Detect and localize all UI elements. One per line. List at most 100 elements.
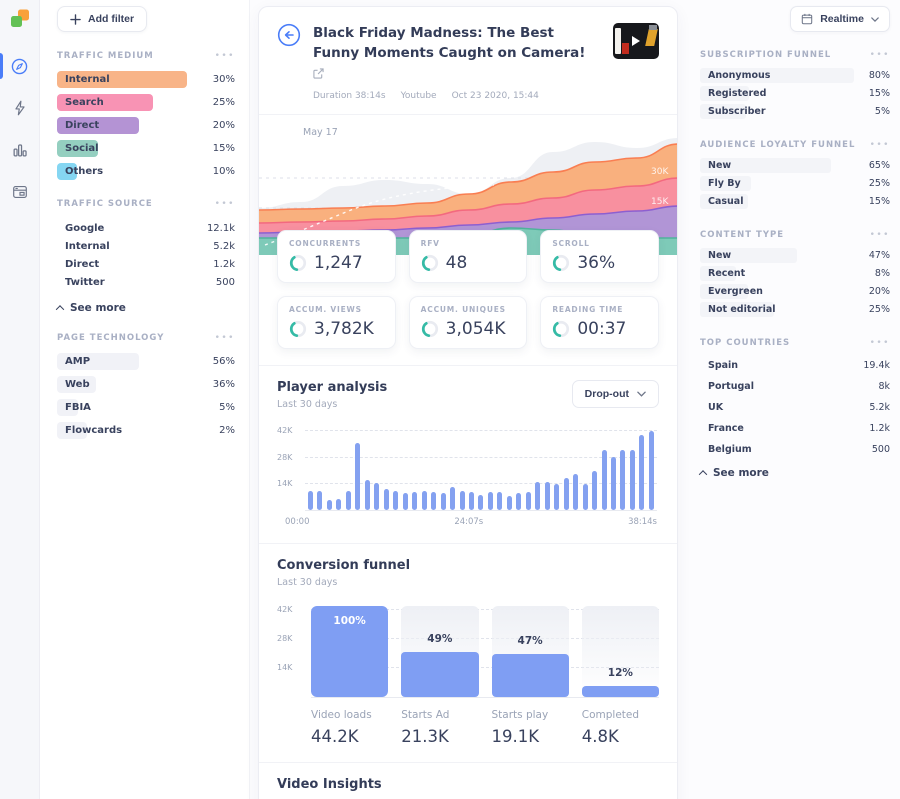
content-type-row[interactable]: Evergreen 20% <box>700 284 890 299</box>
player-bar <box>554 483 560 510</box>
kpi-card: READING TIME 00:37 <box>540 295 659 349</box>
page-technology-row[interactable]: Web 36% <box>57 376 235 393</box>
area-stroke-internal <box>259 143 677 211</box>
video-thumbnail[interactable] <box>613 23 659 59</box>
funnel-legend: Video loads 44.2K Starts Ad 21.3K Starts pla… <box>311 709 659 746</box>
kpi-value: 00:37 <box>577 318 627 339</box>
realtime-selector[interactable]: Realtime <box>790 6 890 32</box>
nav-analytics-barchart-icon[interactable] <box>0 135 40 165</box>
traffic-medium-row[interactable]: Direct 20% <box>57 117 235 134</box>
funnel-bar <box>491 653 569 697</box>
top-country-row[interactable]: Spain 19.4k <box>700 356 890 374</box>
traffic-medium-row[interactable]: Internal 30% <box>57 71 235 88</box>
item-label: Registered <box>708 88 767 99</box>
item-value: 5.2k <box>869 401 890 413</box>
audience-loyalty-row[interactable]: Fly By 25% <box>700 176 890 191</box>
item-label: Direct <box>65 258 100 270</box>
section-menu-icon[interactable]: ••• <box>869 337 890 348</box>
page-technology-row[interactable]: Flowcards 2% <box>57 422 235 439</box>
traffic-source-row[interactable]: Google 12.1k <box>57 219 235 237</box>
page-technology-section: PAGE TECHNOLOGY ••• AMP 56% Web 36% FBIA 5% Fl… <box>57 333 235 439</box>
traffic-source-row[interactable]: Twitter 500 <box>57 273 235 291</box>
item-value: 36% <box>212 379 235 390</box>
back-button[interactable] <box>277 23 301 50</box>
item-bar <box>57 71 187 88</box>
traffic-medium-row[interactable]: Others 10% <box>57 163 235 180</box>
player-bar <box>431 492 437 510</box>
content-type-section: CONTENT TYPE ••• New 47% Recent 8% Evergreen… <box>700 230 890 320</box>
item-label: Social <box>65 143 99 154</box>
nav-adunit-browser-icon[interactable] <box>0 177 40 207</box>
article-title-link[interactable]: Black Friday Madness: The Best Funny Mom… <box>313 23 601 84</box>
content-type-row[interactable]: Not editorial 25% <box>700 302 890 317</box>
player-bar <box>308 491 313 510</box>
top-country-row[interactable]: France 1.2k <box>700 419 890 437</box>
top-country-row[interactable]: Belgium 500 <box>700 440 890 458</box>
subscription-funnel-row[interactable]: Anonymous 80% <box>700 68 890 83</box>
kpi-cards: CONCURRENTS 1,247 RFV 48 SCROLL 36% ACCUM. VIE… <box>259 229 677 349</box>
audience-loyalty-row[interactable]: Casual 15% <box>700 194 890 209</box>
player-bar <box>345 491 351 510</box>
icon-rail <box>0 0 40 799</box>
nav-overview-compass-icon[interactable] <box>0 51 40 81</box>
section-menu-icon[interactable]: ••• <box>869 49 890 60</box>
item-label: Spain <box>708 359 739 371</box>
player-bar <box>611 457 616 510</box>
content-type-row[interactable]: Recent 8% <box>700 266 890 281</box>
kpi-value: 36% <box>577 252 616 273</box>
player-analysis-section: Player analysis Last 30 days Drop-out 42… <box>259 364 677 543</box>
section-menu-icon[interactable]: ••• <box>214 50 235 61</box>
item-label: France <box>708 422 744 434</box>
subscription-funnel-row[interactable]: Registered 15% <box>700 86 890 101</box>
section-title: AUDIENCE LOYALTY FUNNEL <box>700 140 856 150</box>
player-bar <box>374 482 380 510</box>
nav-events-lightning-icon[interactable] <box>0 93 40 123</box>
traffic-source-row[interactable]: Internal 5.2k <box>57 237 235 255</box>
see-more-link[interactable]: See more <box>698 467 890 479</box>
chevron-down-icon <box>637 391 646 397</box>
player-bar <box>326 500 332 510</box>
top-country-row[interactable]: UK 5.2k <box>700 398 890 416</box>
subscription-funnel-row[interactable]: Subscriber 5% <box>700 104 890 119</box>
funnel-stage-value: 4.8K <box>581 726 619 746</box>
ytick-14k: 14K <box>277 478 293 488</box>
funnel-track <box>581 605 659 697</box>
subscription-funnel-section: SUBSCRIPTION FUNNEL ••• Anonymous 80% Regi… <box>700 50 890 122</box>
content-type-row[interactable]: New 47% <box>700 248 890 263</box>
section-menu-icon[interactable]: ••• <box>869 139 890 150</box>
section-menu-icon[interactable]: ••• <box>214 198 235 209</box>
player-bar <box>317 491 323 510</box>
page-technology-row[interactable]: AMP 56% <box>57 353 235 370</box>
item-label: Direct <box>65 120 100 131</box>
page-technology-row[interactable]: FBIA 5% <box>57 399 235 416</box>
section-menu-icon[interactable]: ••• <box>869 229 890 240</box>
traffic-source-row[interactable]: Direct 1.2k <box>57 255 235 273</box>
player-bar <box>620 450 626 510</box>
top-country-row[interactable]: Portugal 8k <box>700 377 890 395</box>
area-ytick-15k: 15K <box>651 197 669 207</box>
article-platform: Youtube <box>400 90 437 101</box>
player-bar <box>563 478 569 510</box>
item-label: Subscriber <box>708 106 766 117</box>
player-bar <box>582 483 588 510</box>
section-menu-icon[interactable]: ••• <box>214 332 235 343</box>
item-value: 65% <box>868 160 890 171</box>
player-bar <box>506 495 512 510</box>
player-bar <box>601 450 607 510</box>
area-annotation: May 17 <box>303 127 338 138</box>
item-label: FBIA <box>65 402 91 413</box>
dropout-dropdown[interactable]: Drop-out <box>571 379 659 408</box>
item-bar <box>57 94 154 111</box>
traffic-medium-row[interactable]: Search 25% <box>57 94 235 111</box>
see-more-link[interactable]: See more <box>55 302 235 314</box>
item-label: Search <box>65 97 104 108</box>
player-bar <box>592 470 598 510</box>
item-bar <box>57 353 139 370</box>
add-filter-button[interactable]: Add filter <box>57 6 148 32</box>
marfeel-logo-icon[interactable] <box>10 9 30 31</box>
item-value: 15% <box>212 143 235 154</box>
traffic-medium-row[interactable]: Social 15% <box>57 140 235 157</box>
realtime-label: Realtime <box>820 13 864 25</box>
audience-loyalty-row[interactable]: New 65% <box>700 158 890 173</box>
funnel-stage-label: Starts Ad <box>401 708 450 721</box>
